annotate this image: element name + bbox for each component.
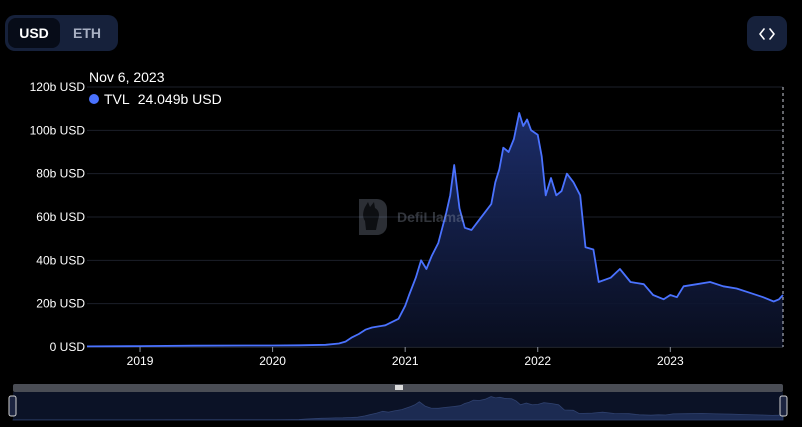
x-tick-label: 2020 [259, 354, 286, 368]
brush-grip[interactable] [395, 385, 403, 390]
y-tick-label: 20b USD [36, 297, 85, 311]
tooltip-series-name: TVL [104, 91, 130, 107]
y-tick-label: 60b USD [36, 210, 85, 224]
brush-left-handle[interactable] [8, 395, 17, 417]
embed-button[interactable] [747, 16, 787, 51]
y-tick-label: 80b USD [36, 167, 85, 181]
usd-toggle-button[interactable]: USD [8, 18, 60, 48]
tooltip-date: Nov 6, 2023 [89, 69, 165, 85]
y-tick-label: 100b USD [30, 123, 86, 137]
x-tick-label: 2019 [127, 354, 154, 368]
tooltip-value-row: TVL 24.049b USD [89, 91, 222, 107]
y-tick-label: 0 USD [50, 340, 86, 354]
watermark: DefiLlama [355, 197, 464, 237]
x-axis: 2019 2020 2021 2022 2023 [127, 347, 684, 368]
eth-toggle-button[interactable]: ETH [73, 25, 101, 41]
x-tick-label: 2023 [657, 354, 684, 368]
brush-right-handle[interactable] [779, 395, 788, 417]
y-tick-label: 40b USD [36, 253, 85, 267]
series-dot-icon [89, 94, 99, 104]
y-tick-label: 120b USD [30, 80, 86, 94]
y-axis: 0 USD 20b USD 40b USD 60b USD 80b USD 100b US… [30, 80, 86, 354]
range-brush[interactable] [8, 384, 788, 421]
x-tick-label: 2022 [524, 354, 551, 368]
mini-tvl-area [12, 396, 784, 421]
watermark-text: DefiLlama [397, 209, 464, 225]
x-tick-label: 2021 [392, 354, 419, 368]
llama-logo-icon [359, 199, 387, 235]
currency-toggle: USD ETH [5, 15, 118, 51]
tvl-line [86, 112, 784, 348]
tooltip-value: 24.049b USD [137, 91, 222, 107]
tvl-area [87, 113, 783, 347]
code-brackets-icon [759, 27, 775, 40]
